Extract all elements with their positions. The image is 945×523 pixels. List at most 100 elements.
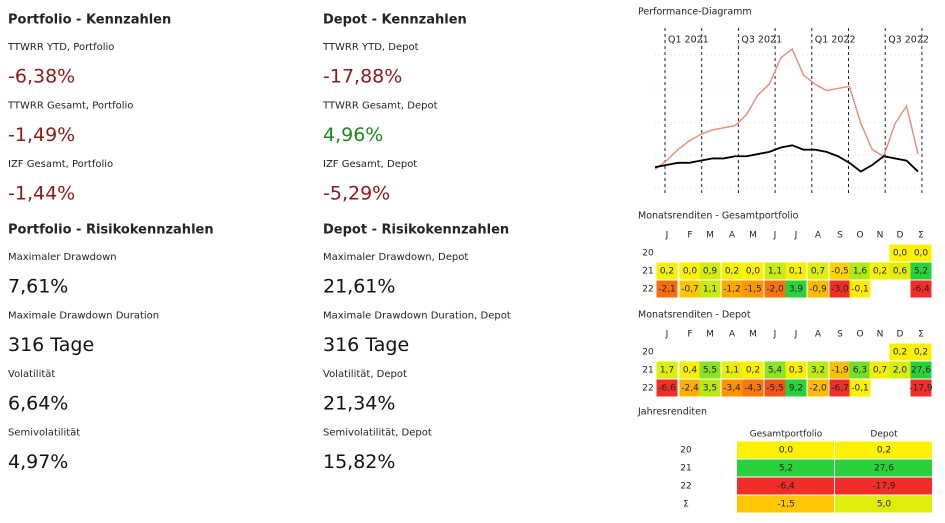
month-header: N	[877, 231, 884, 241]
heat-cell	[742, 280, 764, 298]
cell-value: 27,6	[911, 366, 931, 376]
quarter-label: Q3 2021	[741, 35, 782, 46]
cell-value: 2,0	[893, 366, 908, 376]
heat-cell	[721, 379, 743, 397]
month-header: F	[687, 330, 692, 340]
month-header: J	[665, 231, 669, 241]
cell-value: -2,0	[766, 285, 784, 295]
kpi-value: 21,61%	[323, 276, 395, 298]
heat-cell	[785, 262, 807, 280]
heat-cell	[869, 361, 891, 379]
kpi-value: -1,49%	[8, 124, 75, 146]
month-header: J	[794, 231, 798, 241]
heat-cell	[679, 361, 701, 379]
heat-cell	[679, 280, 701, 298]
heat-cell	[737, 459, 834, 477]
heat-cell	[869, 262, 891, 280]
row-label: 22	[642, 384, 653, 394]
cell-value: 0,0	[914, 249, 929, 259]
cell-value: 1,1	[768, 267, 782, 277]
cell-value: 3,5	[703, 384, 717, 394]
heat-cell	[699, 379, 721, 397]
performance-line	[654, 47, 919, 170]
quarter-label: Q1 2021	[668, 35, 709, 46]
heat-cell	[889, 361, 911, 379]
heat-cell	[737, 495, 834, 513]
row-label: 20	[642, 249, 654, 259]
heat-cell	[742, 262, 764, 280]
cell-value: -3,0	[831, 285, 849, 295]
cell-value: 3,9	[789, 285, 804, 295]
row-label: 21	[642, 366, 653, 376]
cell-value: -1,5	[777, 500, 795, 510]
heat-cell	[807, 280, 829, 298]
heat-cell	[699, 361, 721, 379]
month-header: A	[729, 330, 736, 340]
performance-line	[654, 144, 919, 173]
heat-cell	[889, 244, 911, 262]
table-title: Monatsrenditen - Gesamtportfolio	[638, 211, 799, 222]
month-header: M	[706, 231, 714, 241]
kpi-value: 316 Tage	[8, 334, 94, 356]
month-header: S	[837, 330, 843, 340]
cell-value: -1,9	[831, 366, 849, 376]
cell-value: -17,9	[909, 384, 933, 394]
kpi-value: 4,97%	[8, 451, 68, 473]
cell-value: 5,0	[877, 500, 892, 510]
kpi-value: 6,64%	[8, 393, 68, 415]
cell-value: -0,1	[851, 285, 869, 295]
month-header: O	[856, 330, 863, 340]
cell-value: 1,7	[660, 366, 674, 376]
heat-cell	[721, 361, 743, 379]
row-label: 21	[680, 464, 691, 474]
month-header: D	[897, 231, 904, 241]
table-title: Jahresrenditen	[637, 407, 707, 418]
cell-value: 0,2	[660, 267, 674, 277]
month-header: A	[815, 231, 822, 241]
quarter-label: Q1 2022	[815, 35, 856, 46]
heat-cell	[699, 262, 721, 280]
kpi-label: TTWRR Gesamt, Portfolio	[7, 101, 133, 112]
cell-value: 5,4	[768, 366, 783, 376]
month-header: M	[749, 330, 757, 340]
heat-cell	[910, 379, 932, 397]
column-header: Depot	[870, 430, 898, 440]
cell-value: 0,3	[789, 366, 803, 376]
cell-value: 0,2	[873, 267, 887, 277]
row-label: 20	[642, 348, 654, 358]
month-header: M	[749, 231, 757, 241]
heat-cell	[829, 379, 851, 397]
month-header: F	[687, 231, 692, 241]
cell-value: 0,2	[746, 366, 760, 376]
heat-cell	[807, 361, 829, 379]
heat-cell	[889, 262, 911, 280]
cell-value: -17,9	[872, 482, 896, 492]
row-label: 21	[642, 267, 653, 277]
row-label: Σ	[683, 500, 689, 510]
month-header: A	[729, 231, 736, 241]
kpi-value: 21,34%	[323, 393, 395, 415]
cell-value: 0,4	[683, 366, 698, 376]
cell-value: 6,3	[853, 366, 867, 376]
month-header: J	[773, 231, 777, 241]
heat-cell	[835, 495, 932, 513]
section-title: Portfolio - Risikokennzahlen	[8, 223, 214, 238]
cell-value: 0,6	[893, 267, 908, 277]
kpi-label: Volatilität	[8, 369, 55, 380]
cell-value: -6,4	[777, 482, 795, 492]
cell-value: 3,2	[811, 366, 825, 376]
heat-cell	[656, 379, 678, 397]
quarter-label: Q3 2022	[888, 35, 929, 46]
heat-cell	[835, 441, 932, 459]
cell-value: 0,0	[779, 446, 794, 456]
heat-cell	[764, 280, 786, 298]
cell-value: 0,7	[873, 366, 887, 376]
cell-value: 0,2	[725, 267, 739, 277]
cell-value: 0,0	[746, 267, 761, 277]
cell-value: -0,7	[681, 285, 699, 295]
cell-value: -1,5	[744, 285, 762, 295]
cell-value: 0,0	[893, 249, 908, 259]
cell-value: -0,1	[851, 384, 869, 394]
heat-cell	[835, 477, 932, 495]
heat-cell	[910, 280, 932, 298]
